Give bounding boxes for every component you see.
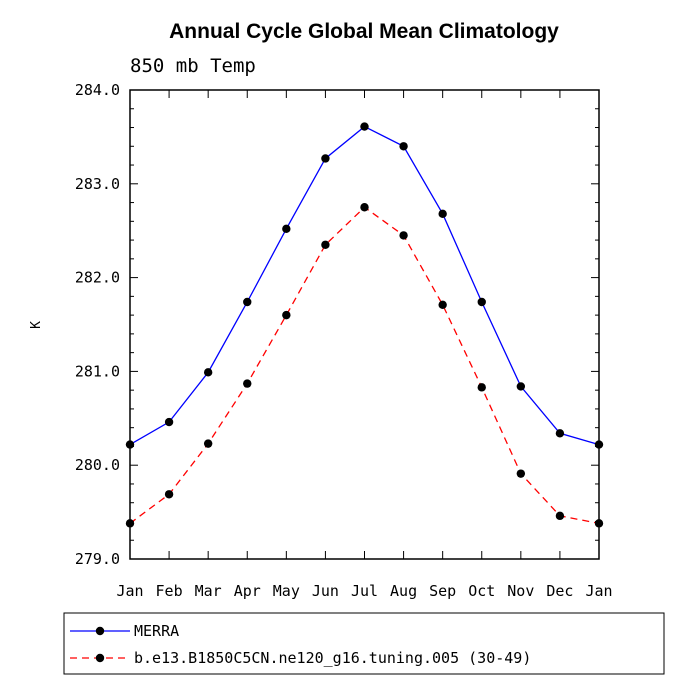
series-point	[516, 469, 526, 478]
series-point	[321, 154, 330, 163]
y-tick-label: 282.0	[75, 269, 120, 287]
series-point	[594, 440, 604, 449]
x-tick-label: Jul	[351, 582, 378, 600]
series-point	[243, 379, 252, 388]
series-point	[555, 511, 565, 521]
series-point	[594, 519, 604, 528]
series-point	[125, 440, 135, 449]
x-tick-label: Oct	[468, 582, 495, 600]
x-tick-label: May	[273, 582, 300, 600]
axis-ticks	[129, 89, 600, 560]
y-tick-label: 279.0	[75, 550, 120, 568]
series-point	[282, 224, 291, 234]
series-point	[399, 231, 408, 240]
series-point	[360, 203, 369, 212]
x-tick-label: Sep	[429, 582, 456, 600]
x-tick-label: Jan	[116, 582, 143, 600]
y-axis-label: K	[29, 321, 44, 329]
y-tick-label: 283.0	[75, 175, 120, 193]
series-group	[125, 122, 604, 528]
x-tick-label: Jan	[585, 582, 612, 600]
series-point	[516, 382, 526, 391]
legend-box	[63, 612, 665, 675]
series-point	[555, 429, 565, 438]
y-tick-label: 284.0	[75, 81, 120, 99]
legend-marker	[95, 653, 105, 663]
y-tick-labels: 279.0 280.0 281.0 282.0 283.0 284.0	[75, 81, 120, 568]
series-point	[477, 383, 486, 392]
series-point	[203, 439, 213, 448]
series-point	[321, 240, 330, 249]
series-point	[477, 297, 486, 307]
x-tick-label: Dec	[546, 582, 573, 600]
series-point	[399, 142, 408, 151]
series-point	[164, 490, 174, 499]
series-point	[282, 310, 291, 320]
chart-title: Annual Cycle Global Mean Climatology	[169, 20, 559, 43]
legend-label: MERRA	[134, 622, 179, 640]
series-line	[129, 206, 600, 524]
legend: MERRA b.e13.B1850C5CN.ne120_g16.tuning.00…	[70, 622, 531, 667]
legend-label: b.e13.B1850C5CN.ne120_g16.tuning.005 (30…	[134, 649, 531, 667]
y-tick-label: 280.0	[75, 456, 120, 474]
x-tick-labels: Jan Feb Mar Apr May Jun Jul Aug Sep Oct Nov Dec Jan	[116, 582, 612, 600]
x-tick-label: Feb	[156, 582, 183, 600]
series-point	[438, 300, 447, 310]
series-point	[360, 122, 369, 131]
plot-frame	[129, 89, 600, 560]
series-point	[203, 368, 213, 377]
x-tick-label: Nov	[507, 582, 534, 600]
x-tick-label: Aug	[390, 582, 417, 600]
legend-marker	[95, 626, 105, 636]
series-point	[164, 417, 174, 427]
x-tick-label: Apr	[234, 582, 261, 600]
series-point	[438, 209, 447, 219]
y-tick-label: 281.0	[75, 362, 120, 380]
chart-subtitle: 850 mb Temp	[130, 55, 256, 77]
series-point	[125, 519, 135, 528]
series-line	[129, 125, 600, 446]
x-tick-label: Mar	[195, 582, 222, 600]
x-tick-label: Jun	[312, 582, 339, 600]
series-point	[243, 297, 252, 307]
